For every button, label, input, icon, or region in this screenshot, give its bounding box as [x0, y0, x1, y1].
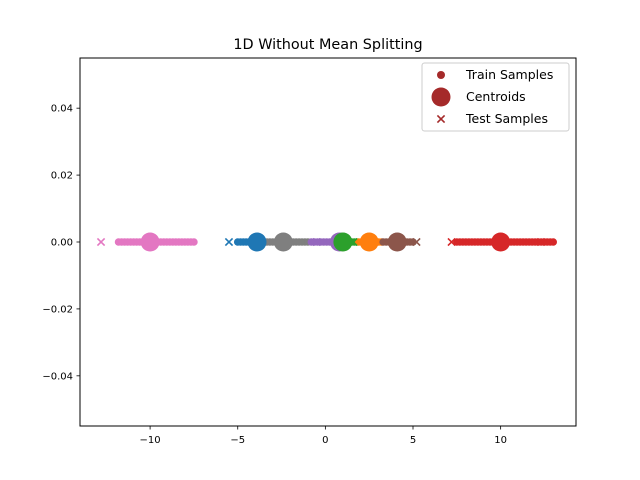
legend-box: [421, 62, 570, 132]
legend-marker-test: [436, 114, 446, 124]
centroid: [247, 232, 267, 252]
x-tick-label: −5: [230, 435, 245, 446]
x-tick-label: 10: [494, 435, 507, 446]
legend-label: Test Samples: [465, 111, 548, 126]
centroid: [387, 232, 407, 252]
test-sample: [536, 237, 546, 247]
test-sample: [224, 237, 234, 247]
y-tick-label: 0.04: [51, 104, 73, 115]
test-sample-stroke: [536, 237, 546, 247]
train-sample: [190, 238, 198, 246]
test-sample-stroke: [312, 237, 321, 247]
test-sample-stroke: [96, 237, 106, 247]
legend: Train Samples Centroids Test Samples: [421, 62, 570, 132]
legend-marker-train: [437, 71, 445, 79]
legend-label: Centroids: [466, 89, 526, 104]
y-tick-label: 0.00: [51, 238, 73, 249]
test-sample: [96, 237, 106, 247]
test-sample: [412, 237, 421, 247]
centroid: [273, 232, 293, 252]
legend-marker-stroke: [436, 114, 446, 124]
centroid: [333, 232, 353, 252]
plot-marks: [96, 232, 558, 252]
x-tick-label: 0: [322, 435, 328, 446]
y-tick-label: −0.02: [42, 304, 73, 315]
x-tick-label: 5: [410, 435, 416, 446]
x-tick-label: −10: [140, 435, 161, 446]
y-tick-label: 0.02: [51, 171, 73, 182]
test-sample-stroke: [447, 237, 456, 247]
centroid: [359, 232, 379, 252]
train-sample: [549, 238, 558, 246]
test-sample: [447, 237, 456, 247]
centroid: [491, 232, 511, 252]
centroid: [140, 232, 160, 252]
y-tick-label: −0.04: [42, 371, 73, 382]
test-sample-stroke: [412, 237, 421, 247]
test-sample-stroke: [224, 237, 234, 247]
legend-label: Train Samples: [465, 67, 553, 82]
axes: −10 −5 0 5 10 −0.04 −0.02 0.00 0.02 0.04: [42, 104, 507, 446]
legend-marker-centroid: [431, 87, 451, 107]
test-sample: [312, 237, 321, 247]
chart-title: 1D Without Mean Splitting: [233, 37, 422, 53]
